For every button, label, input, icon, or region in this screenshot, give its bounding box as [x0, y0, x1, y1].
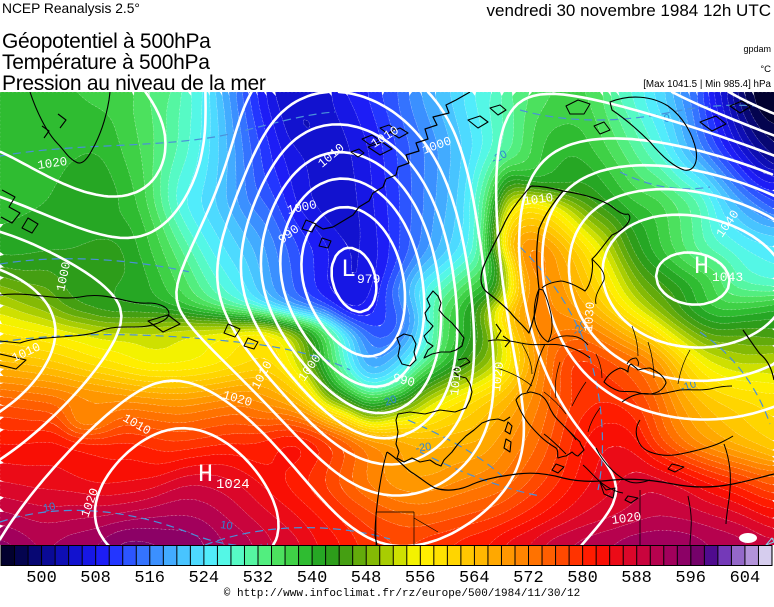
svg-text:H: H: [198, 460, 213, 489]
svg-text:1000: 1000: [54, 261, 74, 293]
svg-text:990: 990: [391, 371, 416, 390]
svg-text:979: 979: [357, 272, 380, 287]
svg-text:1043: 1043: [712, 270, 743, 285]
svg-text:10: 10: [220, 519, 234, 533]
svg-text:1020: 1020: [490, 361, 507, 392]
svg-text:L: L: [341, 255, 356, 284]
svg-text:20: 20: [383, 393, 399, 408]
svg-text:H: H: [694, 252, 709, 281]
svg-text:1030: 1030: [582, 301, 598, 332]
svg-text:1000: 1000: [286, 198, 318, 218]
svg-text:-20: -20: [415, 441, 432, 455]
svg-text:1020: 1020: [37, 155, 69, 173]
svg-text:1020: 1020: [611, 510, 643, 528]
svg-text:1010: 1010: [448, 365, 465, 396]
svg-text:10: 10: [42, 501, 56, 515]
svg-text:1010: 1010: [523, 191, 555, 209]
svg-text:-10: -10: [679, 378, 698, 395]
svg-text:1024: 1024: [216, 477, 250, 493]
